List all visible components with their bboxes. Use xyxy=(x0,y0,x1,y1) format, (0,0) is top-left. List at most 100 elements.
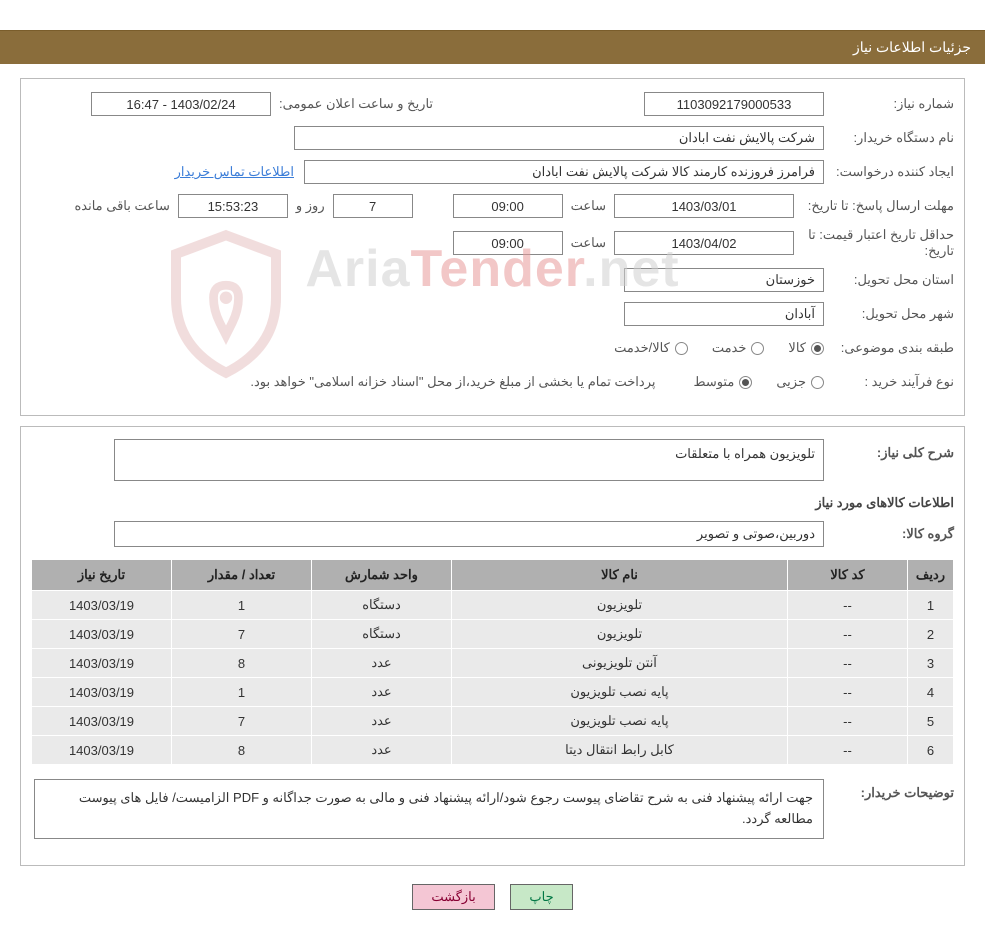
label-price-validity: حداقل تاریخ اعتبار قیمت: تا تاریخ: xyxy=(794,227,954,259)
details-panel: AriaTender.net شماره نیاز: 1103092179000… xyxy=(20,78,965,416)
cell-qty: 7 xyxy=(172,620,312,649)
field-countdown: 15:53:23 xyxy=(178,194,288,218)
cell-unit: عدد xyxy=(312,736,452,765)
field-reply-time: 09:00 xyxy=(453,194,563,218)
cell-name: پایه نصب تلویزیون xyxy=(452,678,788,707)
table-row: 4--پایه نصب تلویزیونعدد11403/03/19 xyxy=(32,678,954,707)
cell-n: 6 xyxy=(908,736,954,765)
row-general-desc: شرح کلی نیاز: تلویزیون همراه با متعلقات xyxy=(31,439,954,481)
radio-icon xyxy=(811,376,824,389)
label-requester: ایجاد کننده درخواست: xyxy=(824,164,954,180)
radio-goods-service[interactable]: کالا/خدمت xyxy=(614,340,688,356)
radio-icon xyxy=(739,376,752,389)
cell-name: آنتن تلویزیونی xyxy=(452,649,788,678)
radio-icon xyxy=(675,342,688,355)
field-buyer-notes: جهت ارائه پیشنهاد فنی به شرح تقاضای پیوس… xyxy=(34,779,824,839)
field-goods-group: دوربین،صوتی و تصویر xyxy=(114,521,824,547)
th-code: کد کالا xyxy=(788,560,908,591)
cell-n: 2 xyxy=(908,620,954,649)
table-header-row: ردیف کد کالا نام کالا واحد شمارش تعداد /… xyxy=(32,560,954,591)
table-row: 3--آنتن تلویزیونیعدد81403/03/19 xyxy=(32,649,954,678)
radio-goods[interactable]: کالا xyxy=(788,340,824,356)
row-requester: ایجاد کننده درخواست: فرامرز فروزنده کارم… xyxy=(31,159,954,185)
cell-code: -- xyxy=(788,649,908,678)
label-hours-remain: ساعت باقی مانده xyxy=(74,198,169,214)
row-need-number: شماره نیاز: 1103092179000533 تاریخ و ساع… xyxy=(31,91,954,117)
radio-service[interactable]: خدمت xyxy=(712,340,765,356)
table-row: 5--پایه نصب تلویزیونعدد71403/03/19 xyxy=(32,707,954,736)
cell-name: پایه نصب تلویزیون xyxy=(452,707,788,736)
label-purchase-type: نوع فرآیند خرید : xyxy=(824,374,954,390)
th-qty: تعداد / مقدار xyxy=(172,560,312,591)
cell-name: کابل رابط انتقال دیتا xyxy=(452,736,788,765)
cell-qty: 1 xyxy=(172,591,312,620)
row-goods-group: گروه کالا: دوربین،صوتی و تصویر xyxy=(31,521,954,547)
cell-n: 5 xyxy=(908,707,954,736)
radio-icon xyxy=(751,342,764,355)
th-unit: واحد شمارش xyxy=(312,560,452,591)
radio-medium[interactable]: متوسط xyxy=(693,374,752,390)
cell-qty: 8 xyxy=(172,736,312,765)
page-header: جزئیات اطلاعات نیاز xyxy=(0,30,985,64)
th-row: ردیف xyxy=(908,560,954,591)
th-date: تاریخ نیاز xyxy=(32,560,172,591)
field-need-number: 1103092179000533 xyxy=(644,92,824,116)
bottom-bar: چاپ بازگشت xyxy=(0,876,985,928)
label-time-2: ساعت xyxy=(571,235,606,251)
label-time-1: ساعت xyxy=(571,198,606,214)
items-info-title: اطلاعات کالاهای مورد نیاز xyxy=(31,495,954,511)
cell-name: تلویزیون xyxy=(452,620,788,649)
purchase-radio-group: جزیی متوسط xyxy=(675,374,824,390)
cell-code: -- xyxy=(788,707,908,736)
print-button[interactable]: چاپ xyxy=(510,884,572,910)
cell-date: 1403/03/19 xyxy=(32,707,172,736)
cell-code: -- xyxy=(788,736,908,765)
field-province: خوزستان xyxy=(624,268,824,292)
cell-date: 1403/03/19 xyxy=(32,649,172,678)
payment-note: پرداخت تمام یا بخشی از مبلغ خرید،از محل … xyxy=(250,374,655,390)
cell-qty: 7 xyxy=(172,707,312,736)
label-buyer-org: نام دستگاه خریدار: xyxy=(824,130,954,146)
cell-code: -- xyxy=(788,678,908,707)
cell-name: تلویزیون xyxy=(452,591,788,620)
subject-radio-group: کالا خدمت کالا/خدمت xyxy=(596,340,824,356)
field-price-time: 09:00 xyxy=(453,231,563,255)
cell-qty: 1 xyxy=(172,678,312,707)
row-reply-deadline: مهلت ارسال پاسخ: تا تاریخ: 1403/03/01 سا… xyxy=(31,193,954,219)
cell-n: 1 xyxy=(908,591,954,620)
field-city: آبادان xyxy=(624,302,824,326)
cell-qty: 8 xyxy=(172,649,312,678)
cell-date: 1403/03/19 xyxy=(32,591,172,620)
label-province: استان محل تحویل: xyxy=(824,272,954,288)
label-day: روز و xyxy=(296,198,325,214)
back-button[interactable]: بازگشت xyxy=(412,884,494,910)
table-row: 2--تلویزیوندستگاه71403/03/19 xyxy=(32,620,954,649)
cell-code: -- xyxy=(788,620,908,649)
th-name: نام کالا xyxy=(452,560,788,591)
field-requester: فرامرز فروزنده کارمند کالا شرکت پالایش ن… xyxy=(304,160,824,184)
row-buyer-org: نام دستگاه خریدار: شرکت پالایش نفت ابادا… xyxy=(31,125,954,151)
cell-date: 1403/03/19 xyxy=(32,736,172,765)
shield-watermark-icon xyxy=(161,229,291,379)
label-general-desc: شرح کلی نیاز: xyxy=(824,439,954,461)
buyer-contact-link[interactable]: اطلاعات تماس خریدار xyxy=(175,164,294,180)
header-title: جزئیات اطلاعات نیاز xyxy=(853,39,971,55)
label-goods-group: گروه کالا: xyxy=(824,526,954,542)
items-panel: شرح کلی نیاز: تلویزیون همراه با متعلقات … xyxy=(20,426,965,866)
field-price-date: 1403/04/02 xyxy=(614,231,794,255)
field-datetime-announce: 1403/02/24 - 16:47 xyxy=(91,92,271,116)
radio-icon xyxy=(811,342,824,355)
cell-date: 1403/03/19 xyxy=(32,620,172,649)
field-days-remain: 7 xyxy=(333,194,413,218)
radio-partial[interactable]: جزیی xyxy=(776,374,824,390)
cell-unit: عدد xyxy=(312,649,452,678)
label-datetime-announce: تاریخ و ساعت اعلان عمومی: xyxy=(279,96,433,112)
field-reply-date: 1403/03/01 xyxy=(614,194,794,218)
label-need-number: شماره نیاز: xyxy=(824,96,954,112)
field-buyer-org: شرکت پالایش نفت ابادان xyxy=(294,126,824,150)
cell-unit: عدد xyxy=(312,678,452,707)
cell-n: 4 xyxy=(908,678,954,707)
table-row: 6--کابل رابط انتقال دیتاعدد81403/03/19 xyxy=(32,736,954,765)
cell-unit: عدد xyxy=(312,707,452,736)
cell-code: -- xyxy=(788,591,908,620)
